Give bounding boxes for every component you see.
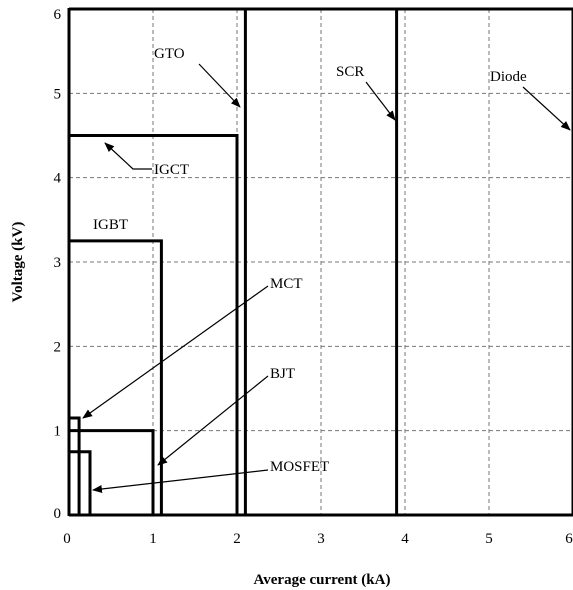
scr-label: SCR	[336, 64, 364, 80]
igbt-label: IGBT	[93, 217, 128, 233]
y-tick-label-3: 3	[54, 255, 62, 271]
x-axis-title: Average current (kA)	[254, 572, 391, 588]
bjt-arrow	[157, 375, 269, 466]
y-tick-label-1: 1	[54, 424, 62, 440]
plot-frame	[67, 7, 573, 517]
gto-label: GTO	[154, 46, 185, 62]
igct-label: IGCT	[154, 162, 189, 178]
y-axis-title: Voltage (kV)	[10, 222, 26, 303]
mct-boundary	[69, 416, 81, 515]
mct-label: MCT	[270, 276, 303, 292]
x-tick-label-2: 2	[233, 531, 241, 547]
bjt-label: BJT	[270, 366, 295, 382]
igct-boundary	[69, 134, 239, 515]
diode-arrow	[522, 86, 571, 131]
scr-arrow	[365, 81, 396, 121]
mct-arrow	[82, 285, 269, 419]
x-tick-label-1: 1	[149, 531, 157, 547]
tick-labels: 0 1 2 3 4 5 6 0 1 2 3 4 5 6	[54, 7, 573, 547]
y-tick-label-4: 4	[54, 171, 62, 187]
x-tick-label-0: 0	[63, 531, 71, 547]
y-tick-label-0: 0	[54, 506, 62, 522]
x-tick-label-6: 6	[565, 531, 573, 547]
y-tick-label-6: 6	[54, 7, 62, 23]
mosfet-arrow	[92, 469, 269, 493]
device-boundaries	[69, 9, 573, 515]
igbt-boundary	[69, 239, 163, 515]
annotations: GTO SCR Diode IGCT IGBT MCT BJT MOSFET	[82, 46, 571, 493]
x-tick-label-5: 5	[485, 531, 493, 547]
x-tick-label-4: 4	[401, 531, 409, 547]
mosfet-boundary	[69, 450, 92, 515]
mosfet-label: MOSFET	[270, 459, 329, 475]
x-tick-label-3: 3	[317, 531, 325, 547]
y-tick-label-2: 2	[54, 339, 62, 355]
diode-label: Diode	[490, 69, 527, 85]
y-tick-label-5: 5	[54, 86, 62, 102]
igct-arrow	[104, 142, 152, 170]
gto-arrow	[198, 63, 241, 108]
bjt-boundary	[69, 429, 155, 515]
